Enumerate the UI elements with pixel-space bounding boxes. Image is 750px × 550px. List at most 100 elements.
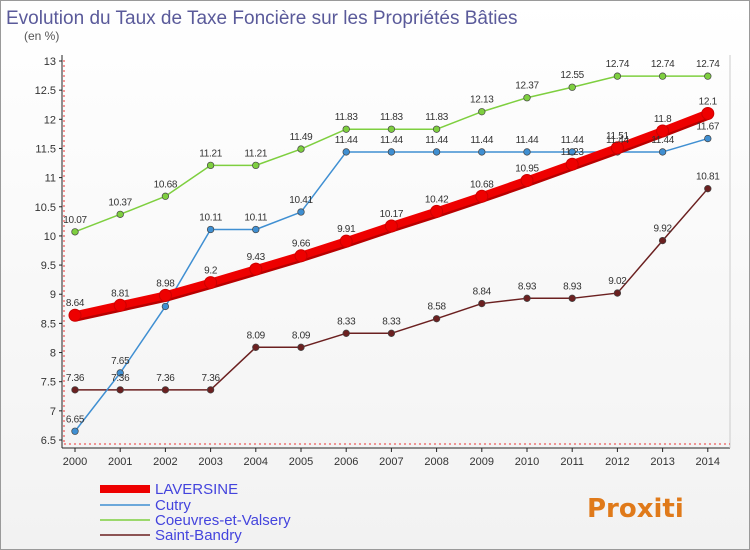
data-label: 8.84	[473, 287, 492, 298]
data-label: 6.65	[66, 414, 85, 425]
data-label: 12.1	[699, 96, 718, 107]
data-point	[297, 343, 305, 351]
data-label: 11.23	[561, 147, 585, 158]
data-point	[161, 386, 170, 394]
data-label: 8.33	[382, 316, 401, 327]
data-label: 9.66	[292, 239, 311, 250]
data-point	[206, 225, 215, 234]
data-label: 11.44	[516, 135, 540, 146]
data-point	[71, 427, 79, 435]
data-point	[658, 148, 667, 156]
x-tick-label: 2005	[289, 456, 313, 468]
x-tick-label: 2014	[696, 456, 720, 468]
chart-title: Evolution du Taux de Taxe Foncière sur l…	[6, 8, 518, 29]
data-point	[432, 148, 441, 156]
x-tick-label: 2010	[515, 456, 539, 468]
logo-text: Proxiti	[587, 494, 684, 524]
proxiti-logo: Proxiti	[587, 494, 684, 524]
data-label: 11.8	[654, 114, 672, 125]
series-layer	[68, 72, 715, 435]
data-point	[387, 148, 396, 156]
data-point	[704, 72, 712, 80]
data-labels: 8.64 8.81 8.98 9.2 9.43 9.66 9.91 10.17 10.42 10.…	[63, 59, 720, 425]
unit-label: (en %)	[24, 29, 59, 43]
data-label: 11.44	[606, 135, 630, 146]
data-label: 10.41	[289, 195, 313, 206]
data-label: 11.44	[651, 135, 675, 146]
data-label: 8.98	[156, 278, 175, 289]
data-point	[565, 157, 579, 171]
data-point	[520, 174, 534, 188]
data-label: 7.36	[156, 373, 175, 384]
data-point	[610, 141, 624, 155]
data-point	[478, 108, 486, 116]
data-point	[113, 298, 127, 312]
data-point	[704, 185, 712, 193]
data-label: 10.37	[108, 197, 132, 208]
y-tick-label: 10.5	[35, 202, 56, 214]
axes: 6.5 7 7.5 8 8.5 9 9.5 10 10.5 11 11.5 12 12.5 13 2000 2…	[35, 55, 731, 468]
data-point	[339, 234, 353, 248]
series-saint-bandry	[71, 185, 712, 394]
data-label: 7.36	[201, 373, 220, 384]
data-point	[71, 228, 79, 236]
data-point	[701, 106, 715, 120]
y-tick-label: 10	[44, 231, 56, 243]
y-tick-label: 11	[45, 173, 56, 185]
data-label: 8.93	[563, 281, 582, 292]
data-point	[432, 125, 441, 133]
data-label: 8.09	[247, 330, 266, 341]
y-tick-label: 12.5	[35, 85, 56, 97]
data-label: 11.21	[244, 148, 268, 159]
data-point	[249, 262, 263, 276]
y-tick-label: 8.5	[41, 318, 56, 330]
data-label: 9.91	[337, 224, 356, 235]
data-point	[158, 288, 172, 302]
legend-label: Saint-Bandry	[155, 527, 242, 544]
y-tick-label: 11.5	[35, 143, 56, 155]
data-label: 11.49	[290, 132, 314, 143]
data-point	[71, 386, 79, 394]
data-label: 10.95	[515, 164, 539, 175]
legend-label: Cutry	[155, 497, 191, 514]
x-tick-label: 2009	[470, 456, 494, 468]
y-tick-label: 6.5	[41, 435, 56, 447]
x-tick-label: 2004	[244, 456, 268, 468]
data-point	[342, 148, 350, 156]
y-tick-label: 7.5	[41, 377, 56, 389]
data-point	[387, 125, 396, 133]
data-label: 11.44	[561, 135, 585, 146]
data-point	[656, 124, 670, 138]
data-point	[204, 276, 218, 290]
data-point	[384, 219, 398, 233]
data-point	[568, 83, 576, 91]
data-label: 9.02	[608, 276, 627, 287]
data-point	[523, 294, 531, 302]
data-label: 7.65	[111, 356, 130, 367]
data-label: 7.36	[111, 373, 130, 384]
data-label: 7.36	[66, 373, 85, 384]
data-point	[658, 236, 667, 245]
data-point	[116, 210, 124, 218]
data-point	[478, 299, 486, 308]
data-label: 12.74	[696, 59, 720, 70]
data-point	[523, 148, 531, 156]
data-label: 11.83	[335, 112, 359, 123]
data-point	[342, 125, 350, 133]
data-label: 8.93	[518, 281, 537, 292]
data-point	[294, 249, 308, 263]
legend: LAVERSINECutryCoeuvres-et-ValserySaint-B…	[100, 481, 291, 544]
data-label: 10.81	[696, 172, 720, 183]
data-label: 8.81	[111, 288, 130, 299]
data-label: 10.68	[154, 179, 178, 190]
data-label: 8.58	[427, 302, 446, 313]
data-label: 11.51	[606, 131, 630, 142]
data-label: 9.43	[247, 252, 266, 263]
x-tick-label: 2013	[650, 456, 674, 468]
data-point	[116, 369, 124, 377]
data-point	[297, 208, 305, 216]
data-label: 10.11	[244, 213, 268, 224]
x-tick-label: 2011	[560, 456, 584, 468]
